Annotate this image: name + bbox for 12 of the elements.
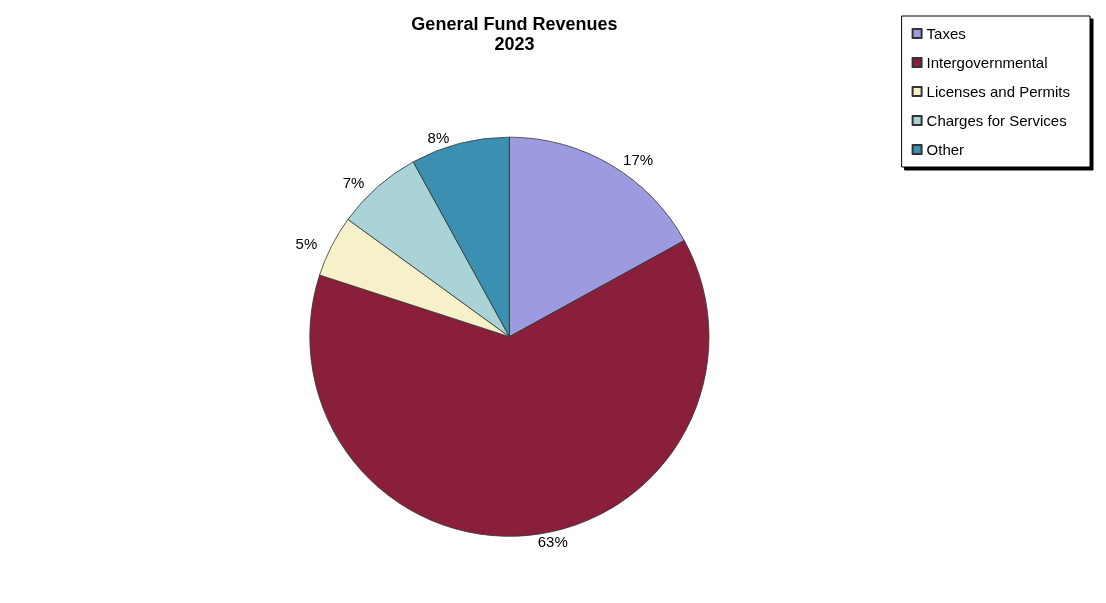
data-label: 17% xyxy=(623,151,654,169)
data-label: 63% xyxy=(537,532,568,550)
legend-label: Charges for Services xyxy=(926,112,1067,129)
legend-label: Other xyxy=(926,141,965,158)
legend-label: Licenses and Permits xyxy=(926,83,1071,100)
legend-label: Taxes xyxy=(926,25,966,42)
data-label: 8% xyxy=(427,129,450,147)
chart-title: General Fund Revenues xyxy=(411,14,618,34)
text: 2023 xyxy=(494,34,535,54)
legend-label: Intergovernmental xyxy=(926,54,1048,71)
data-label: 7% xyxy=(342,174,365,192)
data-label: 5% xyxy=(295,234,318,252)
